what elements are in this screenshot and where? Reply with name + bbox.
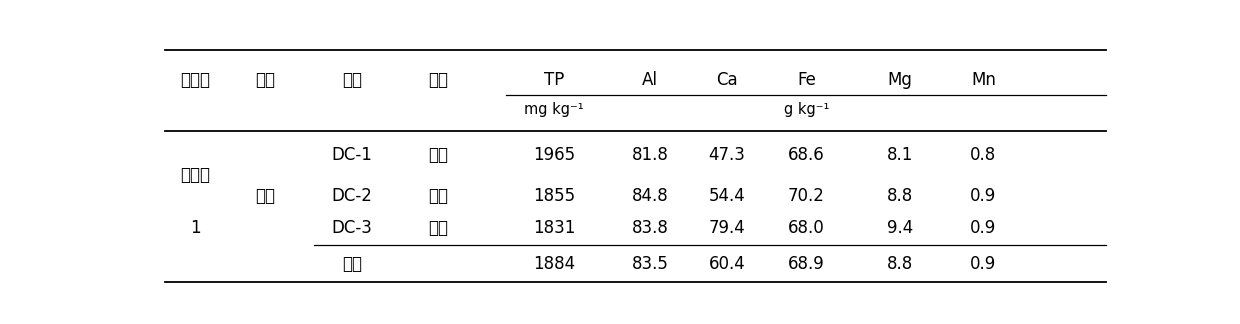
Text: 83.5: 83.5 — [631, 255, 668, 273]
Text: 8.8: 8.8 — [887, 255, 913, 273]
Text: 84.8: 84.8 — [631, 187, 668, 205]
Text: 1855: 1855 — [533, 187, 575, 205]
Text: 实施例: 实施例 — [180, 166, 211, 184]
Text: 0.8: 0.8 — [970, 146, 997, 164]
Text: 68.6: 68.6 — [789, 146, 825, 164]
Text: 点位: 点位 — [342, 71, 362, 89]
Text: 9.4: 9.4 — [887, 219, 913, 237]
Text: 0.9: 0.9 — [970, 219, 997, 237]
Text: 1: 1 — [190, 219, 201, 237]
Text: 0.9: 0.9 — [970, 187, 997, 205]
Text: 湖泊: 湖泊 — [255, 71, 275, 89]
Text: 均值: 均值 — [342, 255, 362, 273]
Text: DC-1: DC-1 — [331, 146, 372, 164]
Text: 1831: 1831 — [533, 219, 575, 237]
Text: Al: Al — [642, 71, 658, 89]
Text: DC-3: DC-3 — [331, 219, 372, 237]
Text: 68.0: 68.0 — [789, 219, 825, 237]
Text: Ca: Ca — [715, 71, 738, 89]
Text: Mg: Mg — [888, 71, 913, 89]
Text: 8.8: 8.8 — [887, 187, 913, 205]
Text: 描述: 描述 — [429, 71, 449, 89]
Text: 60.4: 60.4 — [708, 255, 745, 273]
Text: 70.2: 70.2 — [789, 187, 825, 205]
Text: 1884: 1884 — [533, 255, 575, 273]
Text: 8.1: 8.1 — [887, 146, 913, 164]
Text: 68.9: 68.9 — [789, 255, 825, 273]
Text: 0.9: 0.9 — [970, 255, 997, 273]
Text: 南部: 南部 — [429, 146, 449, 164]
Text: 54.4: 54.4 — [708, 187, 745, 205]
Text: 47.3: 47.3 — [708, 146, 745, 164]
Text: 81.8: 81.8 — [631, 146, 668, 164]
Text: TP: TP — [543, 71, 564, 89]
Text: 滇池: 滇池 — [255, 187, 275, 205]
Text: g kg⁻¹: g kg⁻¹ — [784, 102, 830, 118]
Text: 北部: 北部 — [429, 219, 449, 237]
Text: 实施例: 实施例 — [180, 71, 211, 89]
Text: 79.4: 79.4 — [708, 219, 745, 237]
Text: 1965: 1965 — [533, 146, 575, 164]
Text: 83.8: 83.8 — [631, 219, 668, 237]
Text: Mn: Mn — [971, 71, 996, 89]
Text: DC-2: DC-2 — [331, 187, 372, 205]
Text: 中部: 中部 — [429, 187, 449, 205]
Text: Fe: Fe — [797, 71, 816, 89]
Text: mg kg⁻¹: mg kg⁻¹ — [525, 102, 584, 118]
